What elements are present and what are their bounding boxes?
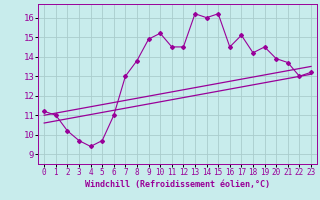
X-axis label: Windchill (Refroidissement éolien,°C): Windchill (Refroidissement éolien,°C) — [85, 180, 270, 189]
